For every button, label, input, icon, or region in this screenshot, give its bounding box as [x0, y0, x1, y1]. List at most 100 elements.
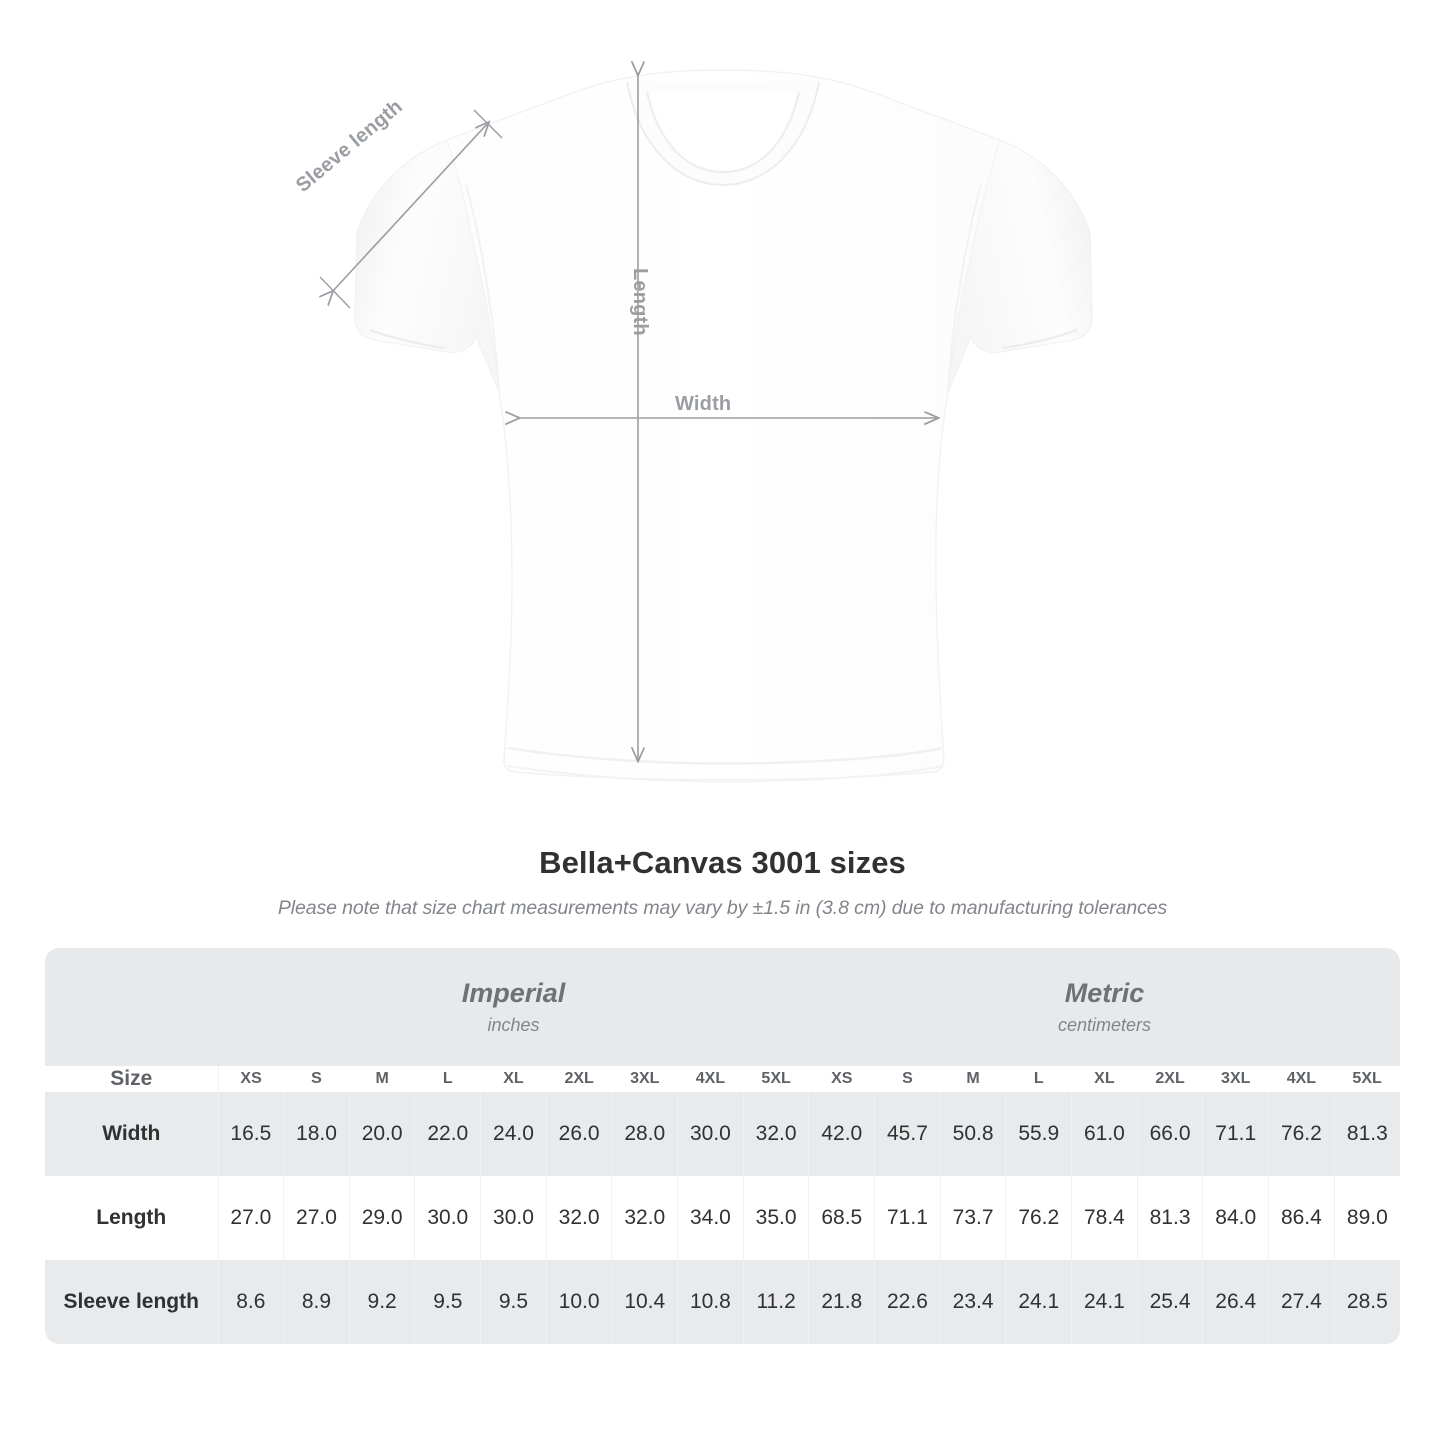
measurement-arrows [320, 74, 937, 760]
cell-value: 45.7 [874, 1092, 941, 1176]
column-header-size-l-imperial: L [414, 1066, 481, 1092]
width-label: Width [675, 393, 732, 415]
cell-value: 27.0 [218, 1176, 285, 1260]
length-label: Length [629, 268, 651, 336]
cell-value: 21.8 [808, 1260, 876, 1344]
cell-value: 24.1 [1071, 1260, 1138, 1344]
column-header-size: Size [45, 1066, 219, 1092]
column-header-size-xs-metric: XS [808, 1066, 875, 1092]
cell-value: 42.0 [808, 1092, 876, 1176]
unit-metric-sub: centimeters [1057, 1015, 1151, 1036]
column-header-size-2xl-imperial: 2XL [546, 1066, 612, 1092]
cell-value: 22.0 [414, 1092, 482, 1176]
cell-value: 76.2 [1268, 1092, 1335, 1176]
tolerance-note: Please note that size chart measurements… [277, 897, 1168, 919]
column-header-size-xs-imperial: XS [218, 1066, 284, 1092]
cell-value: 23.4 [940, 1260, 1007, 1344]
cell-value: 34.0 [677, 1176, 744, 1260]
cell-value: 25.4 [1137, 1260, 1204, 1344]
cell-value: 71.1 [874, 1176, 941, 1260]
cell-value: 24.1 [1005, 1260, 1073, 1344]
cell-value: 35.0 [743, 1176, 810, 1260]
cell-value: 86.4 [1268, 1176, 1335, 1260]
title-block: Bella+Canvas 3001 sizes Please note that… [0, 845, 1445, 920]
cell-value: 28.5 [1334, 1260, 1400, 1344]
cell-value: 18.0 [283, 1092, 350, 1176]
cell-value: 27.4 [1268, 1260, 1335, 1344]
cell-value: 29.0 [349, 1176, 416, 1260]
column-header-size-l-metric: L [1005, 1066, 1072, 1092]
cell-value: 66.0 [1137, 1092, 1204, 1176]
cell-value: 9.5 [480, 1260, 547, 1344]
unit-group-metric: Metric centimeters [808, 948, 1400, 1066]
cell-value: 30.0 [677, 1092, 744, 1176]
cell-value: 73.7 [940, 1176, 1007, 1260]
unit-band-row: Imperial inches Metric centimeters [45, 948, 1400, 1066]
cell-value: 32.0 [546, 1176, 613, 1260]
table-row: Width 16.5 18.0 20.0 22.0 24.0 26.0 28.0 30.0 32.… [45, 1092, 1400, 1176]
column-header-size-xl-metric: XL [1071, 1066, 1138, 1092]
tshirt-illustration: Sleeve length Length Width [0, 0, 1093, 783]
sleeve-arrow [332, 123, 488, 292]
cell-value: 9.2 [349, 1260, 416, 1344]
column-header-size-s-metric: S [874, 1066, 941, 1092]
cell-value: 32.0 [743, 1092, 810, 1176]
cell-value: 55.9 [1005, 1092, 1073, 1176]
cell-value: 71.1 [1202, 1092, 1270, 1176]
page-title: Bella+Canvas 3001 sizes [539, 845, 906, 880]
column-header-size-3xl-metric: 3XL [1202, 1066, 1269, 1092]
cell-value: 20.0 [349, 1092, 416, 1176]
unit-band-spacer [45, 948, 218, 1066]
cell-value: 8.6 [218, 1260, 285, 1344]
cell-value: 10.0 [546, 1260, 613, 1344]
cell-value: 26.4 [1202, 1260, 1270, 1344]
cell-value: 8.9 [283, 1260, 350, 1344]
cell-value: 26.0 [546, 1092, 613, 1176]
size-chart-table-container: Imperial inches Metric centimeters Size … [45, 948, 1400, 1344]
column-header-size-4xl-imperial: 4XL [677, 1066, 744, 1092]
cell-value: 9.5 [414, 1260, 482, 1344]
row-label-sleeve-length: Sleeve length [45, 1260, 219, 1344]
cell-value: 84.0 [1202, 1176, 1270, 1260]
cell-value: 61.0 [1071, 1092, 1138, 1176]
cell-value: 81.3 [1137, 1176, 1204, 1260]
cell-value: 22.6 [874, 1260, 941, 1344]
size-chart-body: Width 16.5 18.0 20.0 22.0 24.0 26.0 28.0 30.0 32.… [45, 1092, 1400, 1344]
cell-value: 32.0 [611, 1176, 679, 1260]
cell-value: 50.8 [940, 1092, 1007, 1176]
cell-value: 30.0 [414, 1176, 482, 1260]
cell-value: 11.2 [743, 1260, 810, 1344]
column-header-size-xl-imperial: XL [480, 1066, 547, 1092]
cell-value: 89.0 [1334, 1176, 1400, 1260]
column-header-size-s-imperial: S [283, 1066, 350, 1092]
column-header-size-2xl-metric: 2XL [1137, 1066, 1203, 1092]
cell-value: 68.5 [808, 1176, 876, 1260]
row-label-length: Length [45, 1176, 219, 1260]
column-header-size-3xl-imperial: 3XL [611, 1066, 678, 1092]
cell-value: 28.0 [611, 1092, 679, 1176]
cell-value: 30.0 [480, 1176, 547, 1260]
unit-imperial-sub: inches [487, 1015, 540, 1036]
column-header-size-m-metric: M [940, 1066, 1006, 1092]
cell-value: 78.4 [1071, 1176, 1138, 1260]
cell-value: 27.0 [283, 1176, 350, 1260]
cell-value: 10.8 [677, 1260, 744, 1344]
unit-group-imperial: Imperial inches [218, 948, 809, 1066]
cell-value: 10.4 [611, 1260, 679, 1344]
size-chart-table: Imperial inches Metric centimeters Size … [45, 948, 1400, 1344]
tshirt-body-shape [354, 69, 1093, 783]
table-row: Length 27.0 27.0 29.0 30.0 30.0 32.0 32.0 34.0 35… [45, 1176, 1400, 1260]
unit-imperial-name: Imperial [461, 977, 566, 1008]
column-header-size-5xl-imperial: 5XL [743, 1066, 809, 1092]
row-label-width: Width [45, 1092, 219, 1176]
tshirt-diagram [0, 0, 1093, 783]
cell-value: 24.0 [480, 1092, 547, 1176]
cell-value: 76.2 [1005, 1176, 1073, 1260]
unit-metric-name: Metric [1064, 977, 1145, 1008]
cell-value: 81.3 [1334, 1092, 1400, 1176]
size-header-row: Size XS S M L XL 2XL 3XL 4XL 5XL XS S M L XL 2XL 3XL 4XL… [45, 1066, 1400, 1092]
column-header-size-m-imperial: M [349, 1066, 415, 1092]
table-row: Sleeve length 8.6 8.9 9.2 9.5 9.5 10.0 10.4 10.8… [45, 1260, 1400, 1344]
column-header-size-5xl-metric: 5XL [1334, 1066, 1400, 1092]
cell-value: 16.5 [218, 1092, 285, 1176]
